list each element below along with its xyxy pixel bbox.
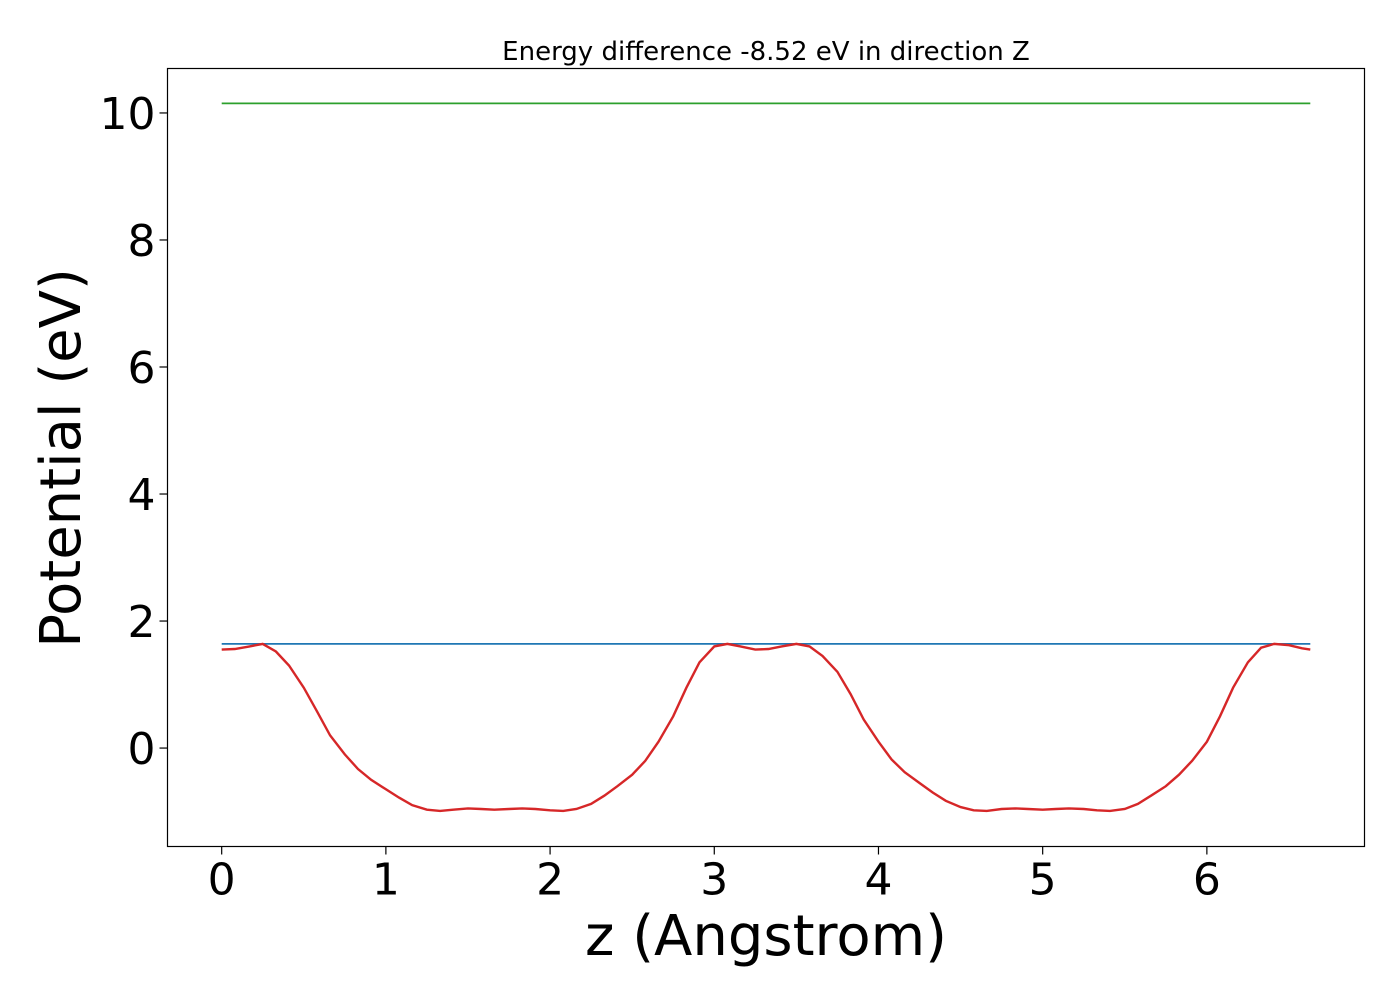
y-tick-label: 4 [128, 470, 156, 521]
y-axis-ticks: 0 2 4 6 8 10 [100, 89, 168, 775]
x-tick-label: 5 [1029, 855, 1057, 906]
x-tick-label: 4 [864, 855, 892, 906]
y-tick-label: 8 [128, 216, 156, 267]
x-axis-ticks: 0 1 2 3 4 5 6 [208, 846, 1221, 906]
series-2-line [221, 642, 1311, 813]
y-tick-label: 0 [128, 724, 156, 775]
y-tick-label: 6 [128, 343, 156, 394]
x-tick-label: 0 [208, 855, 236, 906]
x-tick-label: 6 [1193, 855, 1221, 906]
y-tick-label: 2 [128, 597, 156, 648]
chart-title: Energy difference -8.52 eV in direction … [502, 37, 1030, 67]
x-tick-label: 3 [700, 855, 728, 906]
y-tick-label: 10 [100, 89, 156, 140]
plot-frame [166, 67, 1366, 848]
y-axis-label: Potential (eV) [29, 268, 94, 648]
x-tick-label: 1 [372, 855, 400, 906]
plot-lines [221, 102, 1311, 813]
x-axis-label: z (Angstrom) [585, 904, 947, 969]
x-tick-label: 2 [536, 855, 564, 906]
